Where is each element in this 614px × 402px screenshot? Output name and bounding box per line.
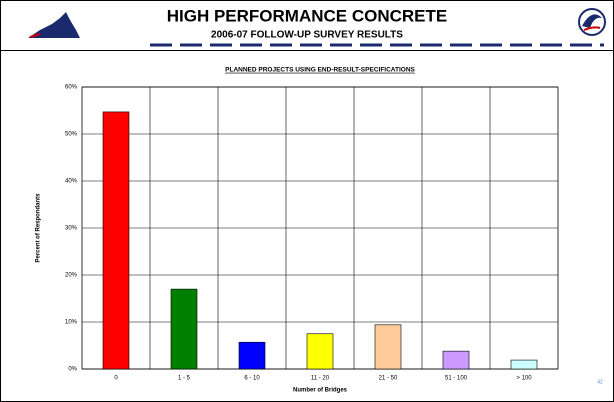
slide-title: HIGH PERFORMANCE CONCRETE [167,6,448,25]
y-tick-label: 0% [68,367,77,373]
x-tick-label: 1 - 5 [178,376,191,382]
y-tick-label: 30% [65,226,78,232]
x-tick-label: 21 - 50 [379,376,398,382]
x-tick-label: 11 - 20 [311,376,330,382]
x-tick-label: > 100 [516,376,532,382]
y-tick-label: 60% [65,85,78,91]
x-axis-label: Number of Bridges [293,388,348,394]
x-tick-label: 51 - 100 [445,376,468,382]
bar [102,111,130,370]
bar [442,350,470,370]
dot-logo [578,8,606,36]
slide-subtitle: 2006-07 FOLLOW-UP SURVEY RESULTS [211,30,403,41]
y-tick-label: 20% [65,273,78,279]
bar [238,341,266,370]
y-tick-label: 50% [65,132,78,138]
y-tick-label: 10% [65,320,78,326]
bar [170,288,198,370]
x-tick-label: 6 - 10 [244,376,260,382]
x-tick-label: 0 [114,376,118,382]
page-number: 42 [597,379,603,385]
bar [510,359,538,370]
y-tick-label: 40% [65,179,78,185]
chart-title: PLANNED PROJECTS USING END-RESULT-SPECIF… [225,67,415,74]
bar [306,333,334,370]
bar [374,324,402,370]
virginia-logo [28,12,80,38]
y-axis-label: Percent of Respondants [36,193,42,263]
